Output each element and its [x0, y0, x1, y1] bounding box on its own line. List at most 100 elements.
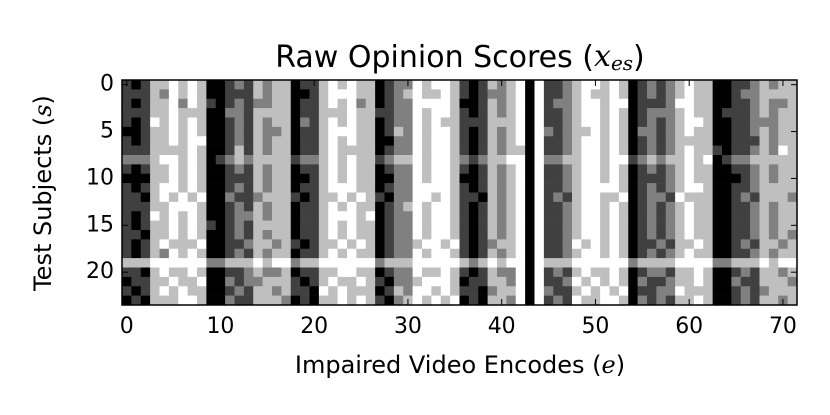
heat-cell: [693, 183, 704, 193]
heat-cell: [562, 295, 573, 306]
heat-cell: [225, 201, 235, 212]
heat-cell: [206, 239, 217, 250]
heat-cell: [309, 258, 320, 268]
heat-cell: [178, 192, 188, 203]
heat-cell: [562, 155, 573, 165]
heat-cell: [131, 89, 142, 100]
heat-cell: [178, 220, 188, 231]
heat-cell: [422, 239, 432, 250]
heat-cell: [393, 108, 404, 118]
heat-cell: [750, 136, 760, 146]
heat-cell: [609, 192, 620, 203]
heat-cell: [281, 89, 292, 100]
heat-cell: [215, 230, 226, 240]
heat-cell: [272, 211, 282, 221]
heat-cell: [628, 248, 638, 259]
heat-cell: [534, 183, 545, 193]
heat-cell: [140, 117, 151, 128]
heat-cell: [684, 258, 695, 268]
heat-cell: [740, 164, 751, 175]
heat-cell: [703, 276, 713, 287]
heat-cell: [675, 126, 685, 137]
heat-cell: [272, 108, 282, 118]
heat-cell: [581, 230, 592, 240]
heat-cell: [656, 211, 667, 221]
heat-cell: [168, 192, 179, 203]
heat-cell: [356, 173, 367, 184]
heat-cell: [140, 211, 151, 221]
heat-cell: [722, 80, 732, 90]
heat-cell: [234, 89, 245, 100]
heat-cell: [609, 173, 620, 184]
heat-cell: [300, 173, 310, 184]
heat-cell: [703, 201, 713, 212]
heat-cell: [328, 145, 338, 156]
heat-cell: [647, 248, 657, 259]
heat-cell: [403, 117, 413, 128]
heat-cell: [581, 136, 592, 146]
heat-cell: [347, 239, 357, 250]
heat-cell: [675, 164, 685, 175]
heat-cell: [778, 267, 788, 278]
heat-cell: [656, 108, 667, 118]
heat-cell: [318, 220, 329, 231]
heat-cell: [403, 211, 413, 221]
heat-cell: [534, 295, 545, 306]
heat-cell: [234, 136, 245, 146]
heat-cell: [618, 89, 629, 100]
heat-cell: [272, 136, 282, 146]
heat-cell: [750, 108, 760, 118]
heat-cell: [712, 267, 723, 278]
heat-cell: [497, 239, 507, 250]
heat-cell: [572, 201, 582, 212]
heat-cell: [272, 173, 282, 184]
heat-cell: [422, 145, 432, 156]
heat-cell: [572, 117, 582, 128]
heat-cell: [768, 276, 779, 287]
heat-cell: [290, 98, 301, 109]
heat-cell: [150, 211, 160, 221]
heat-cell: [290, 89, 301, 100]
heat-cell: [543, 145, 554, 156]
heat-cell: [562, 192, 573, 203]
heat-cell: [497, 136, 507, 146]
heat-cell: [262, 248, 273, 259]
heat-cell: [478, 192, 488, 203]
heat-cell: [412, 201, 423, 212]
heat-cell: [703, 192, 713, 203]
heat-cell: [478, 230, 488, 240]
heat-cell: [665, 258, 676, 268]
heat-cell: [337, 248, 348, 259]
heat-cell: [347, 117, 357, 128]
heat-cell: [431, 286, 442, 296]
heat-cell: [553, 164, 563, 175]
heat-cell: [553, 108, 563, 118]
x-tick-label: 20: [300, 314, 328, 339]
heat-cell: [365, 98, 376, 109]
heat-cell: [243, 211, 254, 221]
heat-cell: [450, 295, 460, 306]
heat-cell: [318, 267, 329, 278]
heat-cell: [150, 126, 160, 137]
heat-cell: [750, 248, 760, 259]
heat-cell: [403, 145, 413, 156]
heat-cell: [572, 220, 582, 231]
heat-cell: [759, 126, 770, 137]
heat-cell: [309, 98, 320, 109]
heat-cell: [750, 220, 760, 231]
heat-cell: [178, 267, 188, 278]
heat-cell: [225, 248, 235, 259]
heat-cell: [731, 126, 742, 137]
heat-cell: [478, 117, 488, 128]
heat-cell: [168, 155, 179, 165]
heat-cell: [300, 201, 310, 212]
heat-cell: [168, 80, 179, 90]
heat-cell: [140, 183, 151, 193]
heat-cell: [647, 173, 657, 184]
heat-cell: [731, 276, 742, 287]
heat-cell: [515, 89, 526, 100]
heat-cell: [787, 211, 798, 221]
heat-cell: [684, 230, 695, 240]
heat-cell: [637, 117, 648, 128]
heat-cell: [628, 145, 638, 156]
